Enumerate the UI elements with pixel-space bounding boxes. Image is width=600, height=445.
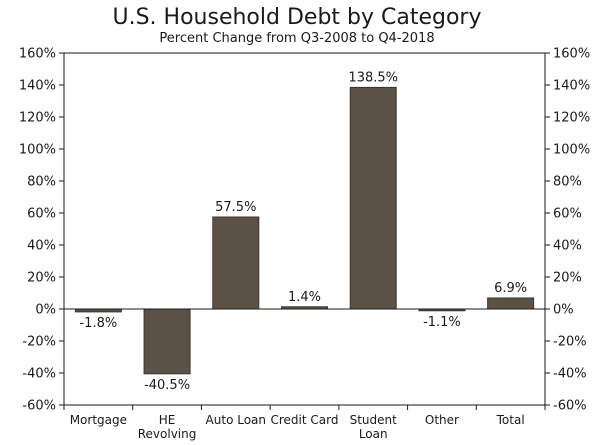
bar xyxy=(143,308,191,375)
plot-frame xyxy=(63,52,546,406)
x-category-label: Student Loan xyxy=(350,413,398,441)
bar xyxy=(349,86,397,310)
y-tick-label-left: 0% xyxy=(35,303,56,318)
data-label: -40.5% xyxy=(144,378,190,393)
y-tick-label-left: -40% xyxy=(22,367,56,382)
y-tick-label-right: 60% xyxy=(553,207,582,222)
x-category-label: HE Revolving xyxy=(138,413,197,441)
x-category-label: Mortgage xyxy=(70,413,127,427)
x-category-label: Auto Loan xyxy=(206,413,266,427)
y-tick-label-left: -60% xyxy=(22,399,56,414)
x-category-label: Other xyxy=(425,413,459,427)
y-tick-label-left: 40% xyxy=(27,239,56,254)
y-tick-label-right: 160% xyxy=(553,47,590,62)
bar xyxy=(212,216,260,310)
data-label: -1.1% xyxy=(423,315,461,330)
y-tick-label-right: 120% xyxy=(553,111,590,126)
data-label: 1.4% xyxy=(288,290,321,305)
bars xyxy=(74,86,535,375)
bar xyxy=(487,297,535,310)
data-label: 138.5% xyxy=(348,70,398,85)
data-label: 6.9% xyxy=(494,281,527,296)
chart-subtitle: Percent Change from Q3-2008 to Q4-2018 xyxy=(159,31,434,46)
y-tick-label-left: 60% xyxy=(27,207,56,222)
right-y-axis: 160% 140% 120% 100% 80% 60% 40% 20% 0% -20% -40% -6… xyxy=(545,47,590,414)
y-tick-label-left: -20% xyxy=(22,335,56,350)
y-tick-label-left: 160% xyxy=(19,47,56,62)
left-y-axis: 160% 140% 120% 100% 80% 60% 40% 20% 0% -20% -40% -6… xyxy=(19,47,64,414)
data-label: -1.8% xyxy=(79,316,117,331)
x-category-label: Total xyxy=(496,413,525,427)
y-tick-label-right: 0% xyxy=(553,303,574,318)
y-tick-label-right: 100% xyxy=(553,143,590,158)
data-labels: -1.8% -40.5% 57.5% 1.4% 138.5% -1.1% 6.9% xyxy=(79,70,527,392)
y-tick-label-right: -40% xyxy=(553,367,587,382)
y-tick-label-right: 140% xyxy=(553,79,590,94)
y-tick-label-right: 80% xyxy=(553,175,582,190)
y-tick-label-right: -20% xyxy=(553,335,587,350)
y-tick-label-left: 80% xyxy=(27,175,56,190)
y-tick-label-left: 100% xyxy=(19,143,56,158)
x-category-label: Credit Card xyxy=(271,413,339,427)
x-axis-categories: Mortgage HE Revolving Auto Loan Credit Card S… xyxy=(63,405,546,441)
y-tick-label-left: 140% xyxy=(19,79,56,94)
y-tick-label-left: 20% xyxy=(27,271,56,286)
y-tick-label-left: 120% xyxy=(19,111,56,126)
y-tick-label-right: -60% xyxy=(553,399,587,414)
data-label: 57.5% xyxy=(215,200,256,215)
chart-title: U.S. Household Debt by Category xyxy=(113,5,482,30)
y-tick-label-right: 40% xyxy=(553,239,582,254)
y-tick-label-right: 20% xyxy=(553,271,582,286)
